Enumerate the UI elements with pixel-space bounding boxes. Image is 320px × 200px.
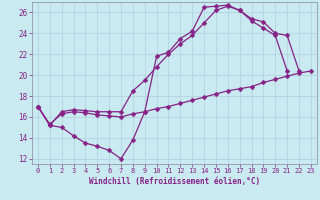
X-axis label: Windchill (Refroidissement éolien,°C): Windchill (Refroidissement éolien,°C)	[89, 177, 260, 186]
